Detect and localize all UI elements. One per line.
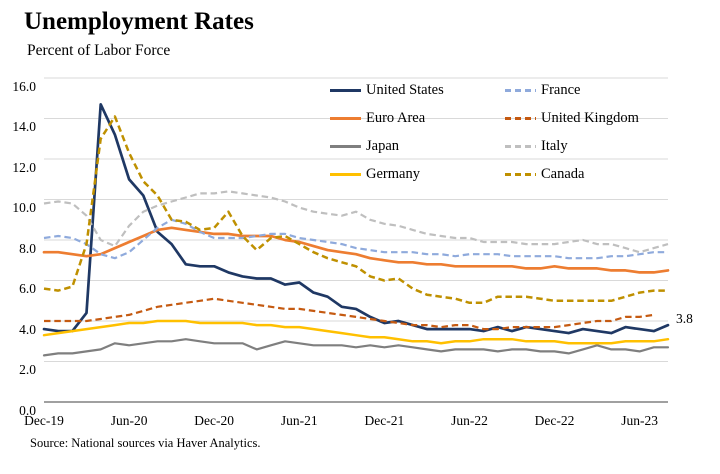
y-tick-label: 4.0 (19, 321, 36, 337)
x-tick-label: Dec-19 (24, 413, 64, 428)
legend-item-japan: Japan (330, 132, 444, 160)
legend-column-1: United States Euro Area Japan Germany (330, 76, 444, 188)
chart-subtitle: Percent of Labor Force (27, 42, 171, 59)
source-note: Source: National sources via Haver Analy… (30, 436, 261, 450)
y-tick-label: 8.0 (19, 240, 36, 256)
series-line-italy (43, 190, 669, 254)
legend-label: France (541, 81, 581, 98)
legend-swatch-italy (505, 144, 536, 148)
y-tick-label: 12.0 (12, 159, 36, 175)
legend-swatch-france (505, 88, 536, 92)
series-line-united-states (42, 102, 670, 335)
series-line-france (43, 218, 668, 260)
legend-column-2: France United Kingdom Italy Canada (505, 76, 639, 188)
x-tick-label: Jun-23 (621, 413, 658, 428)
series-line-united-kingdom (44, 297, 654, 331)
series-line-germany (42, 319, 670, 345)
x-tick-label: Dec-22 (534, 413, 575, 428)
legend-swatch-japan (330, 144, 361, 148)
legend-label: Canada (541, 165, 585, 182)
y-tick-label: 10.0 (12, 200, 36, 215)
y-tick-label: 0.0 (19, 402, 36, 418)
legend-label: Germany (366, 165, 420, 182)
legend-label: Italy (541, 137, 568, 154)
chart-title: Unemployment Rates (24, 8, 254, 35)
legend-swatch-canada (505, 172, 536, 176)
legend-swatch-united-states (330, 88, 361, 92)
y-tick-label: 2.0 (19, 362, 36, 377)
legend-item-germany: Germany (330, 160, 444, 188)
x-tick-label: Jun-20 (110, 413, 148, 428)
series-line-japan (42, 338, 670, 357)
legend-label: United Kingdom (541, 109, 639, 126)
legend-item-euro-area: Euro Area (330, 104, 444, 132)
series-line-euro-area (42, 226, 670, 274)
x-tick-label: Jun-21 (280, 413, 318, 428)
y-tick-label: 6.0 (19, 281, 36, 296)
x-tick-label: Dec-20 (194, 413, 235, 428)
legend-swatch-germany (330, 172, 361, 176)
x-tick-label: Jun-22 (451, 413, 488, 428)
legend-item-united-kingdom: United Kingdom (505, 104, 639, 132)
legend-swatch-united-kingdom (505, 116, 536, 120)
x-tick-label: Dec-21 (364, 413, 405, 428)
legend-label: Euro Area (366, 109, 426, 126)
y-tick-label: 14.0 (12, 119, 36, 134)
legend-item-united-states: United States (330, 76, 444, 104)
legend-label: Japan (366, 137, 400, 154)
series-line-canada (43, 115, 668, 305)
legend-item-italy: Italy (505, 132, 639, 160)
end-value-label: 3.8 (676, 311, 693, 326)
legend-item-france: France (505, 76, 639, 104)
legend-swatch-euro-area (330, 116, 361, 120)
y-tick-label: 16.0 (12, 78, 36, 94)
legend-item-canada: Canada (505, 160, 639, 188)
legend-label: United States (366, 81, 444, 98)
